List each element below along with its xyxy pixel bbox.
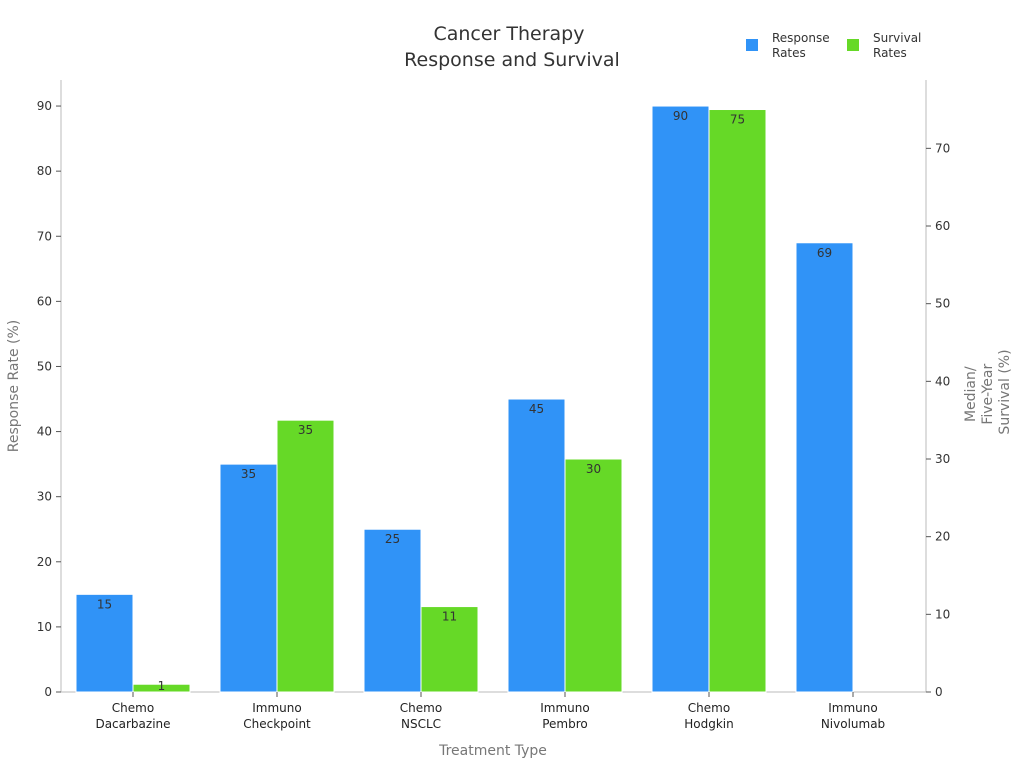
left-tick-label: 30 (37, 490, 52, 504)
right-axis-ticks: 0 10 20 30 40 50 60 70 (926, 141, 950, 699)
right-axis-label-line-2: Five-Year (980, 364, 996, 425)
data-label-survival: 75 (730, 113, 745, 127)
bar-survival (708, 109, 767, 693)
data-label-response: 45 (529, 402, 544, 416)
bar-response (75, 593, 134, 693)
right-tick-label: 0 (935, 685, 943, 699)
data-label-survival: 30 (586, 462, 601, 476)
right-tick-label: 10 (935, 607, 950, 621)
legend: Response Rates Survival Rates (746, 31, 925, 60)
left-axis-ticks: 0 10 20 30 40 50 60 70 80 90 (37, 99, 61, 699)
left-tick-label: 0 (44, 685, 52, 699)
legend-label-survival-line-2: Rates (873, 46, 907, 60)
right-tick-label: 40 (935, 374, 950, 388)
legend-label-survival: Survival Rates (873, 31, 925, 60)
left-tick-label: 20 (37, 555, 52, 569)
right-tick-label: 20 (935, 530, 950, 544)
bar-response (507, 398, 566, 693)
right-tick-label: 70 (935, 141, 950, 155)
left-tick-label: 70 (37, 229, 52, 243)
right-axis-label-line-1: Median/ (963, 366, 979, 422)
data-label-survival: 35 (298, 423, 313, 437)
bar-survival (132, 683, 191, 693)
data-label-response: 35 (241, 467, 256, 481)
category-label-line: Pembro (542, 717, 588, 731)
category-label-line: Hodgkin (684, 717, 734, 731)
data-label-response: 90 (673, 109, 688, 123)
bar-response (219, 463, 278, 693)
category-label: Immuno Pembro (540, 701, 589, 731)
left-tick-label: 10 (37, 620, 52, 634)
legend-label-response-line-1: Response (772, 31, 830, 45)
bar-response (363, 528, 422, 693)
legend-label-response: Response Rates (772, 31, 833, 60)
right-tick-label: 30 (935, 452, 950, 466)
category-label-line: NSCLC (401, 717, 441, 731)
category-label-line: Immuno (540, 701, 589, 715)
legend-swatch-response (746, 39, 758, 51)
category-label-line: Chemo (400, 701, 442, 715)
left-tick-label: 50 (37, 359, 52, 373)
bar-survival (276, 419, 335, 693)
category-label: Immuno Checkpoint (243, 701, 311, 731)
chart-title-line-2: Response and Survival (404, 49, 620, 71)
bar-response (651, 105, 710, 693)
data-labels: 15 1 35 35 25 11 45 30 90 75 69 (97, 109, 832, 693)
right-axis-label-line-3: Survival (%) (997, 349, 1013, 434)
chart-title-line-1: Cancer Therapy (433, 23, 584, 45)
left-tick-label: 90 (37, 99, 52, 113)
category-label: Chemo Dacarbazine (95, 701, 170, 731)
legend-label-response-line-2: Rates (772, 46, 806, 60)
left-axis-label: Response Rate (%) (6, 320, 22, 452)
right-tick-label: 60 (935, 219, 950, 233)
left-tick-label: 60 (37, 294, 52, 308)
left-tick-label: 40 (37, 425, 52, 439)
left-tick-label: 80 (37, 164, 52, 178)
legend-label-survival-line-1: Survival (873, 31, 921, 45)
x-axis-label: Treatment Type (438, 743, 547, 759)
category-label: Chemo Hodgkin (684, 701, 734, 731)
data-label-survival: 1 (158, 679, 166, 693)
data-label-survival: 11 (442, 610, 457, 624)
bar-survival (420, 606, 479, 693)
category-label-line: Chemo (112, 701, 154, 715)
category-label: Chemo NSCLC (400, 701, 442, 731)
bar-response (795, 242, 854, 693)
category-label-line: Immuno (252, 701, 301, 715)
chart-title: Cancer Therapy Response and Survival (404, 23, 620, 71)
legend-swatch-survival (847, 39, 859, 51)
category-label: Immuno Nivolumab (821, 701, 885, 731)
category-labels: Chemo Dacarbazine Immuno Checkpoint Chemo NSC… (95, 692, 885, 731)
category-label-line: Immuno (828, 701, 877, 715)
data-label-response: 69 (817, 246, 832, 260)
data-label-response: 25 (385, 532, 400, 546)
bar-survival (564, 458, 623, 693)
bars (75, 105, 854, 693)
category-label-line: Chemo (688, 701, 730, 715)
category-label-line: Checkpoint (243, 717, 311, 731)
right-tick-label: 50 (935, 297, 950, 311)
right-axis-label: Median/ Five-Year Survival (%) (963, 349, 1013, 434)
category-label-line: Nivolumab (821, 717, 885, 731)
category-label-line: Dacarbazine (95, 717, 170, 731)
data-label-response: 15 (97, 597, 112, 611)
